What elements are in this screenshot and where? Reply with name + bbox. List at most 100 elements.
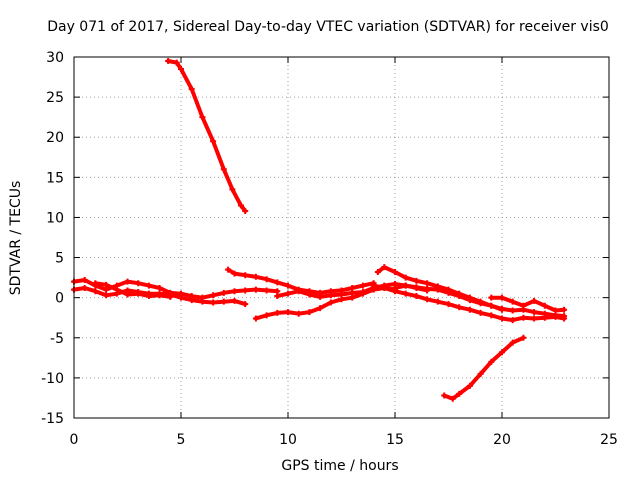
data-point xyxy=(229,186,236,193)
y-tick-label--5: -5 xyxy=(50,331,64,347)
data-point xyxy=(165,58,172,65)
data-point xyxy=(370,282,377,289)
data-point xyxy=(156,292,163,299)
data-point xyxy=(509,317,516,324)
y-tick-label-5: 5 xyxy=(55,251,64,267)
data-series xyxy=(71,58,568,402)
series-line-descending-arc-high xyxy=(166,59,248,213)
series-line-ascending-arc-low xyxy=(442,335,526,401)
data-point xyxy=(520,302,527,309)
series-arc-late-cluster xyxy=(488,294,568,314)
data-point xyxy=(402,274,409,281)
data-point xyxy=(274,279,281,286)
data-point xyxy=(445,301,452,308)
y-tick-label-25: 25 xyxy=(46,90,64,106)
data-point xyxy=(252,273,259,280)
data-point xyxy=(295,310,302,317)
data-point xyxy=(531,315,538,322)
data-point xyxy=(145,293,152,300)
data-point xyxy=(242,287,249,294)
data-point xyxy=(520,314,527,321)
data-point xyxy=(237,202,244,209)
data-point xyxy=(445,289,452,296)
data-point xyxy=(424,285,431,292)
data-point xyxy=(531,297,538,304)
data-point xyxy=(135,290,142,297)
data-point xyxy=(413,277,420,284)
data-point xyxy=(92,280,99,287)
data-point xyxy=(466,306,473,313)
grid-lines xyxy=(74,57,609,418)
data-point xyxy=(242,301,249,308)
data-point xyxy=(488,358,495,365)
data-point xyxy=(285,282,291,289)
data-point xyxy=(81,285,88,292)
data-point xyxy=(285,309,291,316)
data-point xyxy=(263,312,270,319)
data-point xyxy=(466,297,473,304)
x-tick-label-15: 15 xyxy=(386,432,404,448)
x-tick-label-5: 5 xyxy=(177,432,186,448)
series-arc-early-morning xyxy=(71,277,281,301)
data-point xyxy=(210,299,217,306)
x-axis-label: GPS time / hours xyxy=(281,458,398,474)
data-point xyxy=(509,298,516,305)
data-point xyxy=(156,285,163,292)
data-point xyxy=(92,288,99,295)
data-point xyxy=(413,293,420,300)
data-point xyxy=(274,293,281,300)
data-point xyxy=(306,291,313,298)
data-point xyxy=(274,309,281,316)
data-point xyxy=(231,297,238,304)
y-tick-label-10: 10 xyxy=(46,210,64,226)
series-descending-arc-high xyxy=(165,58,249,215)
y-axis-label: SDTVAR / TECUs xyxy=(8,181,24,296)
data-point xyxy=(225,266,232,273)
data-point xyxy=(541,302,548,309)
y-tick-label--10: -10 xyxy=(41,371,64,387)
data-point xyxy=(188,86,195,93)
data-point xyxy=(424,280,431,287)
data-point xyxy=(402,282,409,289)
data-point xyxy=(199,298,206,305)
series-arc-afternoon-mid xyxy=(392,282,568,320)
data-point xyxy=(242,208,249,215)
data-point xyxy=(103,292,110,299)
data-point xyxy=(103,281,110,288)
data-point xyxy=(306,309,313,316)
y-tick-label-15: 15 xyxy=(46,170,64,186)
data-point xyxy=(252,315,259,322)
data-point xyxy=(124,291,131,298)
data-point xyxy=(499,305,505,312)
data-point xyxy=(327,299,334,306)
data-point xyxy=(285,290,291,297)
data-point xyxy=(374,268,381,275)
data-point xyxy=(499,294,505,301)
data-point xyxy=(499,349,505,356)
data-point xyxy=(552,313,559,320)
data-point xyxy=(381,285,388,292)
data-point xyxy=(135,280,142,287)
data-point xyxy=(561,315,568,322)
data-point xyxy=(252,286,259,293)
y-tick-label-0: 0 xyxy=(55,291,64,307)
data-point xyxy=(349,289,356,296)
data-point xyxy=(263,276,270,283)
data-point xyxy=(509,307,516,314)
data-point xyxy=(392,268,398,275)
data-point xyxy=(167,293,174,300)
data-point xyxy=(295,288,302,295)
x-tick-label-10: 10 xyxy=(279,432,297,448)
data-point xyxy=(402,290,409,297)
data-point xyxy=(124,278,131,285)
data-point xyxy=(449,395,456,402)
data-point xyxy=(338,291,345,298)
series-arc-morning-2 xyxy=(92,280,174,300)
axis-ticks xyxy=(73,56,610,419)
data-point xyxy=(488,312,495,319)
data-point xyxy=(173,59,180,66)
data-point xyxy=(178,294,184,301)
series-ascending-arc-low xyxy=(441,334,527,402)
data-point xyxy=(220,166,227,173)
